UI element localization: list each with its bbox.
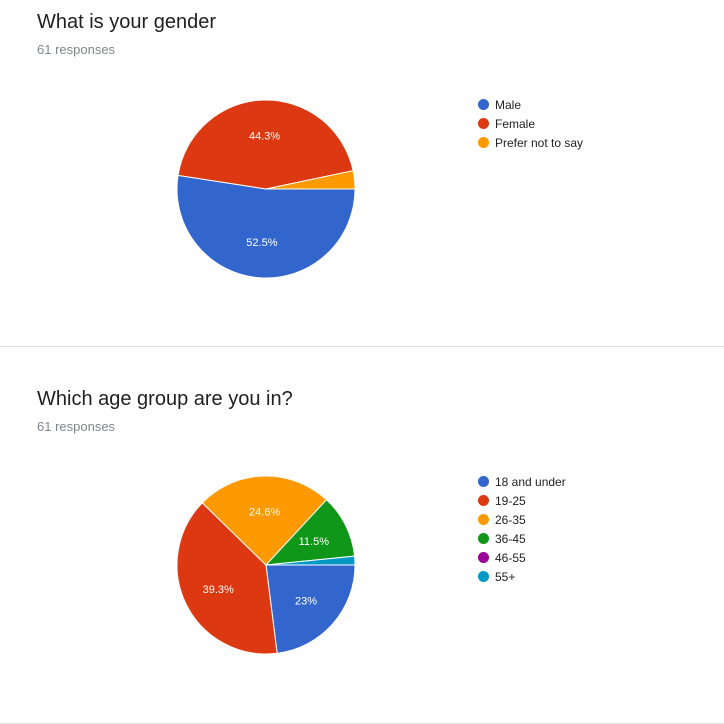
- legend-swatch: [478, 514, 489, 525]
- pie-slice-19-25[interactable]: [176, 502, 278, 655]
- legend-item-55[interactable]: 55+: [478, 567, 566, 586]
- legend-label: 26-35: [495, 512, 526, 527]
- legend-item-female[interactable]: Female: [478, 114, 583, 133]
- legend-label: 55+: [495, 569, 516, 584]
- pie-label-18-and-under: 23%: [295, 595, 317, 607]
- pie-slice-36-45[interactable]: [264, 499, 356, 566]
- legend-item-46-55[interactable]: 46-55: [478, 548, 566, 567]
- legend-label: 18 and under: [495, 474, 566, 489]
- legend-swatch: [478, 495, 489, 506]
- legend-swatch: [478, 118, 489, 129]
- age-group-pie-chart: 23% 39.3% 24.6% 11.5%: [176, 475, 356, 655]
- pie-label-26-35: 24.6%: [249, 507, 280, 519]
- legend-swatch: [478, 552, 489, 563]
- card-gap: [0, 347, 724, 378]
- legend-label: 19-25: [495, 493, 526, 508]
- pie-label-male: 52.5%: [246, 237, 277, 249]
- response-count: 61 responses: [37, 419, 116, 434]
- legend-item-male[interactable]: Male: [478, 95, 583, 114]
- legend-label: 46-55: [495, 550, 526, 565]
- gender-pie-chart: 52.5% 44.3%: [176, 99, 356, 279]
- pie-slice-26-35[interactable]: [201, 475, 328, 566]
- legend-swatch: [478, 476, 489, 487]
- legend-item-18-and-under[interactable]: 18 and under: [478, 472, 566, 491]
- response-count: 61 responses: [37, 42, 116, 57]
- age-group-legend: 18 and under 19-25 26-35 36-45 46-55 55+: [478, 472, 566, 586]
- age-group-summary-card: Which age group are you in? 61 responses…: [0, 378, 724, 724]
- legend-label: Male: [495, 97, 522, 112]
- legend-item-19-25[interactable]: 19-25: [478, 491, 566, 510]
- pie-slice-18-and-under[interactable]: [265, 564, 356, 654]
- legend-label: Prefer not to say: [495, 135, 584, 150]
- pie-label-female: 44.3%: [249, 131, 280, 143]
- pie-label-36-45: 11.5%: [299, 536, 330, 548]
- legend-item-26-35[interactable]: 26-35: [478, 510, 566, 529]
- legend-swatch: [478, 137, 489, 148]
- pie-slice-male[interactable]: [176, 174, 356, 279]
- question-title: What is your gender: [37, 11, 216, 33]
- pie-slice-55[interactable]: [265, 555, 356, 566]
- gender-legend: Male Female Prefer not to say: [478, 95, 583, 152]
- pie-label-19-25: 39.3%: [203, 584, 234, 596]
- pie-slice-female[interactable]: [177, 99, 354, 190]
- legend-swatch: [478, 571, 489, 582]
- question-title: Which age group are you in?: [37, 388, 293, 410]
- gender-summary-card: What is your gender 61 responses 52.5% 44…: [0, 0, 724, 347]
- legend-item-36-45[interactable]: 36-45: [478, 529, 566, 548]
- legend-swatch: [478, 99, 489, 110]
- pie-slice-prefer-not-to-say[interactable]: [265, 170, 356, 190]
- legend-swatch: [478, 533, 489, 544]
- legend-label: Female: [495, 116, 536, 131]
- legend-label: 36-45: [495, 531, 526, 546]
- legend-item-prefer-not-to-say[interactable]: Prefer not to say: [478, 133, 583, 152]
